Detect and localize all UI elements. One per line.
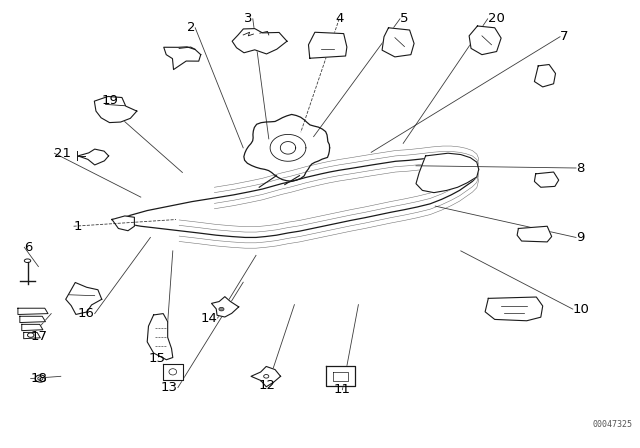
Polygon shape xyxy=(416,153,479,193)
Text: 17: 17 xyxy=(31,330,48,344)
Polygon shape xyxy=(18,308,48,314)
Polygon shape xyxy=(211,297,239,317)
Polygon shape xyxy=(244,114,330,181)
Polygon shape xyxy=(112,216,134,231)
Text: 14: 14 xyxy=(201,311,218,325)
Text: 7: 7 xyxy=(560,30,568,43)
Text: 20: 20 xyxy=(488,12,504,26)
Text: 3: 3 xyxy=(244,12,253,26)
Polygon shape xyxy=(147,314,173,360)
Polygon shape xyxy=(164,47,201,69)
Polygon shape xyxy=(24,332,40,339)
Text: 1: 1 xyxy=(74,220,82,233)
Text: 12: 12 xyxy=(259,379,276,392)
Polygon shape xyxy=(382,28,414,57)
Text: 2: 2 xyxy=(187,21,195,34)
Text: 5: 5 xyxy=(400,12,408,26)
Text: 11: 11 xyxy=(334,383,351,396)
Text: 15: 15 xyxy=(148,352,165,365)
Ellipse shape xyxy=(219,307,224,311)
Polygon shape xyxy=(20,316,45,323)
Text: 4: 4 xyxy=(335,12,344,26)
Polygon shape xyxy=(534,172,559,187)
Polygon shape xyxy=(469,26,501,55)
Polygon shape xyxy=(112,157,479,237)
Text: 13: 13 xyxy=(161,381,178,394)
Polygon shape xyxy=(163,364,183,380)
Polygon shape xyxy=(94,96,137,123)
Polygon shape xyxy=(78,149,109,165)
Polygon shape xyxy=(251,366,280,387)
Ellipse shape xyxy=(264,375,269,378)
Polygon shape xyxy=(326,366,355,386)
Polygon shape xyxy=(517,226,552,242)
Text: 10: 10 xyxy=(573,302,589,316)
Text: 9: 9 xyxy=(576,231,584,244)
Ellipse shape xyxy=(35,375,45,382)
Polygon shape xyxy=(308,32,347,58)
Polygon shape xyxy=(66,283,102,314)
Text: 00047325: 00047325 xyxy=(593,420,632,429)
Polygon shape xyxy=(485,297,543,321)
Polygon shape xyxy=(534,65,556,87)
Ellipse shape xyxy=(28,333,34,337)
Text: 16: 16 xyxy=(78,307,95,320)
Text: 19: 19 xyxy=(101,94,118,108)
Polygon shape xyxy=(22,324,43,331)
Text: 21: 21 xyxy=(54,146,72,160)
Text: 6: 6 xyxy=(24,241,33,254)
Text: 18: 18 xyxy=(31,372,47,385)
Text: 8: 8 xyxy=(576,161,584,175)
Polygon shape xyxy=(232,29,287,54)
